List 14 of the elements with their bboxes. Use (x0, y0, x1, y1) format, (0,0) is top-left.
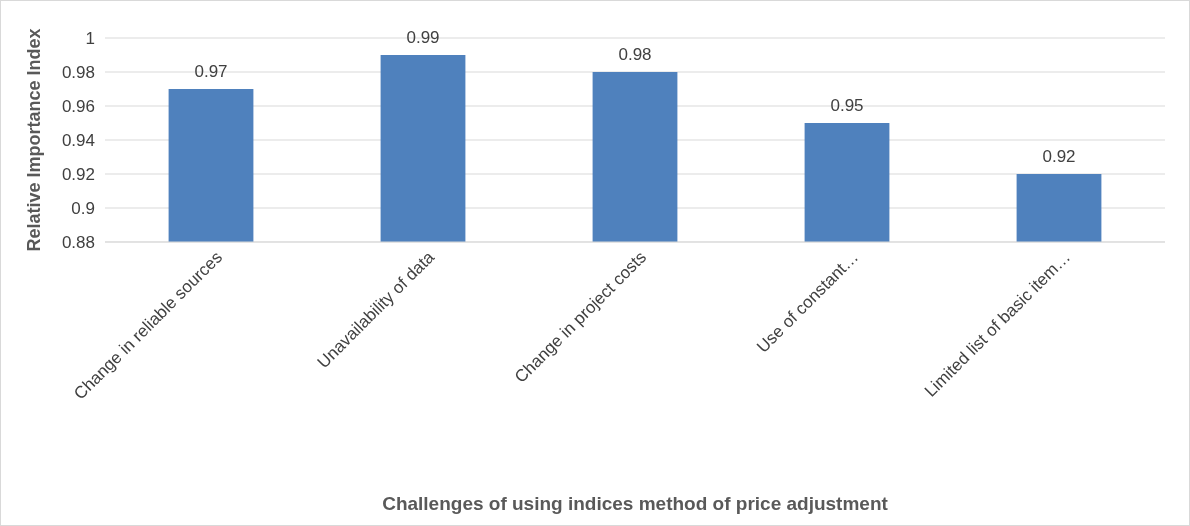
y-tick-label: 0.94 (61, 130, 95, 150)
data-label: 0.99 (406, 28, 440, 47)
y-tick-label: 1 (85, 28, 95, 48)
y-tick-label: 0.88 (61, 232, 95, 252)
data-label: 0.95 (830, 96, 864, 115)
x-axis-title: Challenges of using indices method of price adjustment (382, 493, 889, 514)
y-tick-label: 0.92 (61, 164, 95, 184)
y-tick-label: 0.98 (61, 62, 95, 82)
data-label: 0.97 (194, 62, 228, 81)
y-tick-label: 0.96 (61, 96, 95, 116)
y-tick-label: 0.9 (71, 198, 95, 218)
y-axis-title: Relative Importance Index (24, 28, 44, 252)
data-label: 0.98 (618, 45, 652, 64)
data-label: 0.92 (1042, 147, 1076, 166)
